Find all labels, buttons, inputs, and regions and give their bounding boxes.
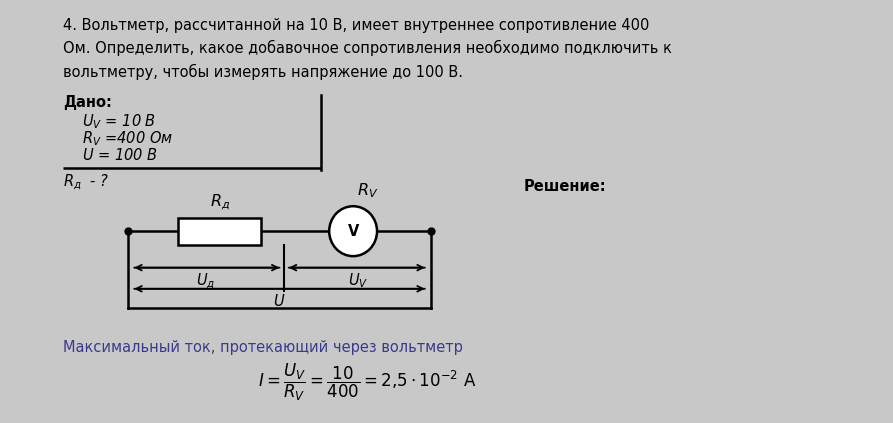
Text: Дано:: Дано:	[63, 95, 113, 110]
Text: $U_V$: $U_V$	[347, 272, 368, 290]
Text: 4. Вольтметр, рассчитанной на 10 В, имеет внутреннее сопротивление 400
Ом. Опред: 4. Вольтметр, рассчитанной на 10 В, имее…	[63, 18, 672, 80]
Text: $R_д$  - ?: $R_д$ - ?	[63, 172, 110, 192]
Text: $R_V$ =400 Ом: $R_V$ =400 Ом	[82, 129, 173, 148]
Text: $U_V$ = 10 В: $U_V$ = 10 В	[82, 112, 156, 131]
Text: $U_д$: $U_д$	[196, 272, 215, 291]
Text: Решение:: Решение:	[523, 179, 606, 194]
Text: V: V	[347, 224, 359, 239]
Text: $U$ = 100 В: $U$ = 100 В	[82, 147, 158, 163]
Circle shape	[330, 206, 377, 256]
Text: $R_V$: $R_V$	[357, 182, 378, 201]
Text: $U$: $U$	[273, 293, 286, 309]
Text: $R_д$: $R_д$	[210, 192, 230, 212]
Text: Максимальный ток, протекающий через вольтметр: Максимальный ток, протекающий через воль…	[63, 340, 463, 354]
Text: $I = \dfrac{U_V}{R_V} = \dfrac{10}{400} = 2{,}5 \cdot 10^{-2}$ А: $I = \dfrac{U_V}{R_V} = \dfrac{10}{400} …	[258, 362, 476, 403]
Bar	[179, 218, 261, 244]
